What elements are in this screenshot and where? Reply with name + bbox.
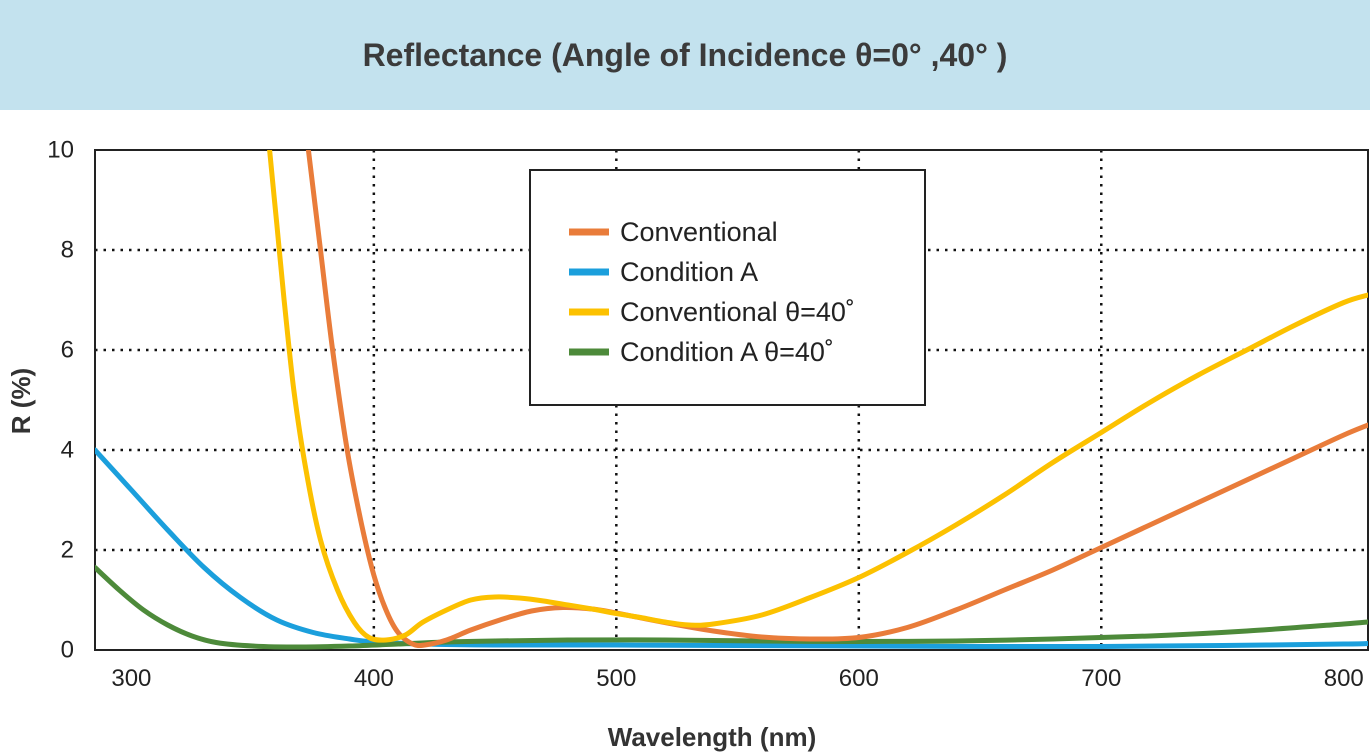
legend-label: Condition A — [620, 257, 758, 287]
x-tick-label: 700 — [1081, 665, 1121, 692]
y-tick-label: 8 — [61, 237, 74, 264]
legend-box — [529, 169, 926, 406]
x-tick-label: 800 — [1324, 665, 1364, 692]
series-line-condition-a — [95, 447, 1368, 650]
legend: Conventional Condition A Conventional θ=40… — [529, 169, 926, 406]
legend-label: Conventional — [620, 217, 778, 247]
chart-title-bar: Reflectance (Angle of Incidence θ=0° ,40… — [0, 0, 1370, 110]
series-line-conventional-40 — [267, 150, 1368, 643]
series-line-condition-a-40 — [95, 565, 1368, 650]
y-axis-label: R (%) — [6, 368, 36, 434]
plot-frame — [94, 149, 1369, 651]
x-tick-label: 500 — [596, 665, 636, 692]
legend-label: Conventional θ=40˚ — [620, 297, 855, 327]
series-group — [95, 150, 1368, 650]
tick-labels: 300 400 500 600 700 800 0 2 4 6 8 10 — [47, 137, 1363, 692]
chart-title: Reflectance (Angle of Incidence θ=0° ,40… — [362, 36, 1008, 73]
y-tick-label: 6 — [61, 337, 74, 364]
legend-label: Condition A θ=40˚ — [620, 337, 834, 367]
x-tick-label: 600 — [839, 665, 879, 692]
y-tick-label: 10 — [47, 137, 74, 164]
y-tick-label: 0 — [61, 637, 74, 664]
x-tick-label: 400 — [354, 665, 394, 692]
x-axis-label: Wavelength (nm) — [608, 722, 816, 752]
y-tick-label: 2 — [61, 537, 74, 564]
y-tick-label: 4 — [61, 437, 74, 464]
x-tick-label: 300 — [111, 665, 151, 692]
